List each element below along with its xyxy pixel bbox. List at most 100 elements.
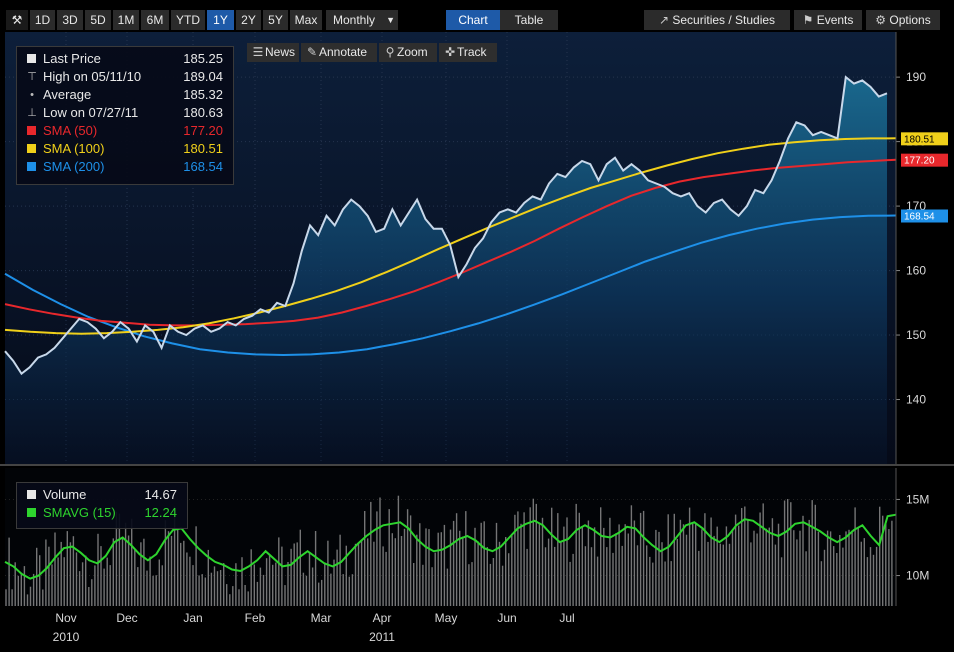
x-tick-label-jan: Jan	[183, 611, 202, 625]
volume-legend-row: Volume 14.67	[17, 486, 187, 504]
frequency-value: Monthly	[333, 13, 376, 27]
price-legend-row: SMA (200) 168.54	[17, 158, 233, 176]
range-button-1d[interactable]: 1D	[30, 10, 55, 30]
price-axis: 190180170160150140	[895, 32, 926, 464]
x-tick-label-mar: Mar	[311, 611, 332, 625]
legend-swatch	[27, 126, 36, 135]
track-button[interactable]: ✜ Track	[439, 43, 497, 62]
events-label: Events	[816, 13, 854, 27]
volume-tick-label: 10M	[906, 569, 929, 583]
range-button-ytd[interactable]: YTD	[171, 10, 205, 30]
x-tick-label-may: May	[435, 611, 458, 625]
range-button-5d[interactable]: 5D	[85, 10, 111, 30]
price-flag-180.51	[901, 132, 948, 146]
x-tick-label-nov: Nov	[55, 611, 76, 625]
range-button-3d[interactable]: 3D	[57, 10, 83, 30]
annotate-button[interactable]: ✎ Annotate	[301, 43, 377, 62]
range-button-2y[interactable]: 2Y	[236, 10, 261, 30]
price-tick-label: 160	[906, 264, 926, 278]
volume-tick-label: 15M	[906, 492, 929, 506]
chart-icon: ↗	[658, 13, 669, 27]
price-legend-row: SMA (100) 180.51	[17, 140, 233, 158]
legend-swatch	[27, 162, 36, 171]
legend-swatch	[27, 144, 36, 153]
legend-value: 168.54	[183, 159, 223, 174]
legend-value: 14.67	[144, 487, 177, 502]
legend-value: 180.51	[183, 141, 223, 156]
price-legend-row: Last Price 185.25	[17, 50, 233, 68]
legend-label: SMAVG (15)	[43, 505, 116, 520]
price-flag-label: 168.54	[904, 212, 935, 223]
volume-legend: Volume 14.67 SMAVG (15) 12.24	[16, 482, 188, 529]
tab-table[interactable]: Table	[500, 10, 558, 30]
price-tick-label: 150	[906, 328, 926, 342]
options-button[interactable]: ⚙ Options	[866, 10, 940, 30]
last-price-line	[4, 75, 888, 376]
volume-axis: 15M 10M	[895, 468, 929, 606]
zoom-button[interactable]: ⚲ Zoom	[379, 43, 437, 62]
price-legend-row: SMA (50) 177.20	[17, 122, 233, 140]
legend-value: 177.20	[183, 123, 223, 138]
range-button-1y[interactable]: 1Y	[207, 10, 234, 30]
x-tick-label-jun: Jun	[497, 611, 516, 625]
price-tick-label: 140	[906, 393, 926, 407]
gear-icon: ⚙	[875, 13, 887, 27]
crosshair-icon: ✜	[444, 45, 456, 59]
high-marker-icon: ⊤	[27, 71, 37, 83]
legend-swatch	[27, 54, 36, 63]
legend-label: SMA (50)	[43, 123, 98, 138]
price-legend-row: ⊥ Low on 07/27/11 180.63	[17, 104, 233, 122]
legend-label: Last Price	[43, 51, 101, 66]
price-legend-row: ⊤ High on 05/11/10 189.04	[17, 68, 233, 86]
volume-legend-row: SMAVG (15) 12.24	[17, 504, 187, 522]
legend-value: 185.32	[183, 87, 223, 102]
zoom-label: Zoom	[397, 45, 428, 59]
tab-chart[interactable]: Chart	[446, 10, 500, 30]
wrench-icon[interactable]: ⚒	[6, 10, 28, 30]
price-flag-label: 180.51	[904, 134, 935, 145]
x-year-label: 2010	[53, 630, 80, 644]
options-label: Options	[889, 13, 931, 27]
price-flag-label: 177.20	[904, 156, 935, 167]
legend-value: 180.63	[183, 105, 223, 120]
legend-value: 185.25	[183, 51, 223, 66]
x-tick-label-feb: Feb	[245, 611, 266, 625]
sma-200-line	[4, 214, 897, 357]
securities-studies-label: Securities / Studies	[672, 13, 776, 27]
frequency-select[interactable]: Monthly ▼	[326, 10, 398, 30]
news-icon: ☰	[252, 45, 264, 59]
legend-label: High on 05/11/10	[43, 69, 142, 84]
x-axis: Nov Dec Jan Feb Mar Apr May Jun Jul 2010 2011	[53, 611, 575, 644]
range-button-max[interactable]: Max	[290, 10, 322, 30]
chevron-down-icon: ▼	[386, 15, 395, 25]
range-button-5y[interactable]: 5Y	[263, 10, 288, 30]
legend-label: Low on 07/27/11	[43, 105, 139, 120]
legend-swatch	[27, 490, 36, 499]
news-button[interactable]: ☰ News	[247, 43, 299, 62]
tab-chart-label: Chart	[458, 13, 488, 27]
flag-icon: ⚑	[802, 13, 814, 27]
legend-label: Average	[43, 87, 92, 102]
price-legend-row: • Average 185.32	[17, 86, 233, 104]
legend-label: Volume	[43, 487, 87, 502]
range-button-1m[interactable]: 1M	[113, 10, 139, 30]
legend-value: 12.24	[144, 505, 177, 520]
price-flag-168.54	[901, 209, 948, 223]
pencil-icon: ✎	[306, 45, 318, 59]
price-area	[5, 77, 887, 464]
x-tick-label-jul: Jul	[559, 611, 574, 625]
securities-studies-button[interactable]: ↗ Securities / Studies	[644, 10, 790, 30]
annotate-label: Annotate	[319, 45, 368, 59]
legend-label: SMA (200)	[43, 159, 105, 174]
price-legend: Last Price 185.25 ⊤ High on 05/11/10 189.04 •…	[16, 46, 234, 185]
x-year-label: 2011	[369, 630, 395, 644]
tab-table-label: Table	[514, 13, 544, 27]
range-button-6m[interactable]: 6M	[141, 10, 169, 30]
legend-value: 189.04	[183, 69, 223, 84]
smavg-15-line	[4, 513, 897, 580]
track-label: Track	[457, 45, 487, 59]
price-flags: 180.51 177.20 168.54	[901, 132, 948, 223]
x-tick-label-dec: Dec	[116, 611, 137, 625]
events-button[interactable]: ⚑ Events	[794, 10, 862, 30]
price-tick-label: 190	[906, 70, 926, 84]
